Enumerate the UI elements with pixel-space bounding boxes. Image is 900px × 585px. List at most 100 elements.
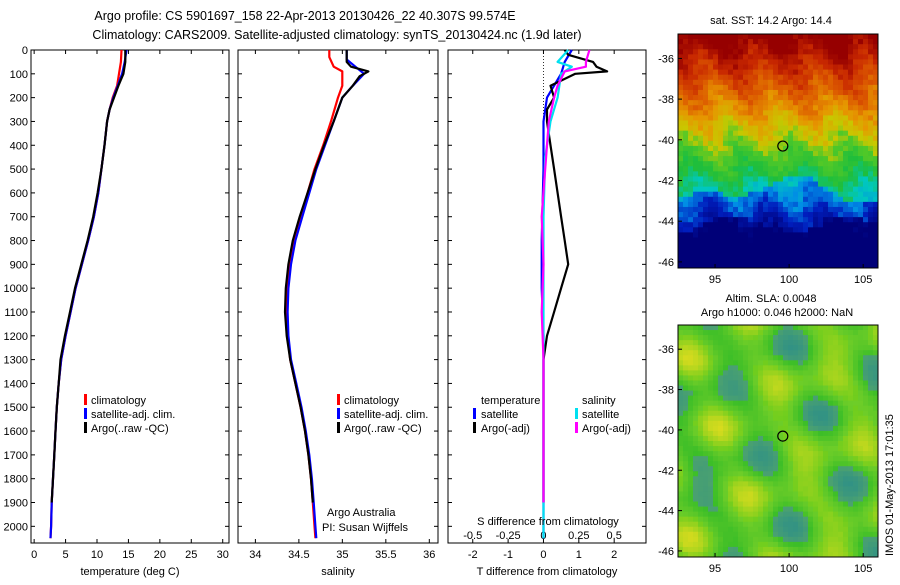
map-cell <box>728 196 734 203</box>
map-cell <box>838 546 844 553</box>
map-cell <box>843 551 849 558</box>
map-cell <box>813 89 819 96</box>
map-cell <box>808 145 814 152</box>
map-cell <box>853 476 859 482</box>
map-cell <box>718 430 724 437</box>
map-cell <box>708 69 714 76</box>
map-cell <box>728 430 734 437</box>
map-cell <box>803 59 809 65</box>
map-cell <box>863 501 869 507</box>
map-cell <box>718 325 724 331</box>
map-cell <box>763 49 769 55</box>
map-cell <box>683 476 689 482</box>
map-cell <box>748 425 754 432</box>
map-cell <box>788 39 794 45</box>
map-cell <box>848 516 854 523</box>
map-cell <box>863 491 869 497</box>
map-cell <box>743 370 749 376</box>
map-cell <box>808 425 814 432</box>
map-cell <box>733 471 739 477</box>
map-cell <box>818 481 824 487</box>
map-cell <box>848 151 854 157</box>
map-cell <box>713 330 719 336</box>
map-cell <box>678 262 684 269</box>
map-cell <box>718 39 724 45</box>
map-cell <box>678 405 684 412</box>
map-cell <box>823 186 829 193</box>
map-cell <box>683 186 689 193</box>
map-cell <box>768 410 774 417</box>
map-cell <box>873 181 879 188</box>
map-cell <box>698 110 704 116</box>
map-cell <box>873 390 879 397</box>
map-cell <box>823 501 829 507</box>
map-cell <box>843 156 849 162</box>
map-cell <box>798 145 804 152</box>
map-cell <box>688 400 694 407</box>
map-cell <box>758 415 764 422</box>
map-cell <box>748 410 754 417</box>
map-cell <box>743 49 749 55</box>
map-cell <box>858 156 864 162</box>
map-cell <box>713 506 719 513</box>
map-cell <box>773 345 779 351</box>
map-cell <box>783 330 789 336</box>
map-cell <box>773 130 779 137</box>
map-cell <box>758 135 764 142</box>
map-cell <box>773 186 779 193</box>
map-cell <box>698 435 704 442</box>
map-cell <box>698 135 704 142</box>
map-cell <box>723 252 729 259</box>
map-cell <box>753 257 759 264</box>
map-cell <box>813 511 819 518</box>
map-cell <box>843 74 849 81</box>
map-cell <box>703 335 709 341</box>
map-cell <box>773 380 779 386</box>
map-cell <box>798 34 804 40</box>
map-cell <box>728 390 734 397</box>
map-cell <box>838 95 844 101</box>
map-cell <box>758 526 764 533</box>
map-cell <box>868 546 874 553</box>
map-cell <box>713 511 719 518</box>
map-cell <box>858 441 864 447</box>
map-cell <box>698 335 704 341</box>
map-cell <box>838 370 844 376</box>
map-cell <box>753 151 759 157</box>
map-cell <box>693 325 699 331</box>
map-cell <box>843 375 849 381</box>
map-cell <box>738 145 744 152</box>
map-cell <box>853 345 859 351</box>
map-cell <box>808 135 814 142</box>
map-cell <box>793 176 799 182</box>
map-cell <box>698 242 704 249</box>
map-cell <box>788 59 794 65</box>
map-cell <box>718 435 724 442</box>
map-cell <box>863 252 869 259</box>
map-cell <box>798 521 804 528</box>
map-cell <box>873 415 879 422</box>
map-cell <box>678 461 684 467</box>
map-cell <box>693 69 699 76</box>
map-cell <box>873 110 879 116</box>
map-cell <box>853 217 859 223</box>
map-cell <box>788 461 794 467</box>
map-cell <box>753 156 759 162</box>
map-cell <box>698 89 704 96</box>
map-cell <box>838 481 844 487</box>
map-cell <box>798 151 804 157</box>
map-cell <box>873 196 879 203</box>
map-cell <box>718 206 724 213</box>
map-cell <box>678 74 684 81</box>
map-cell <box>708 430 714 437</box>
map-cell <box>768 526 774 533</box>
map-cell <box>698 181 704 188</box>
map-cell <box>748 501 754 507</box>
map-cell <box>723 451 729 457</box>
map-cell <box>863 206 869 213</box>
map-cell <box>698 456 704 462</box>
map-cell <box>793 385 799 391</box>
map-cell <box>873 201 879 208</box>
map-cell <box>733 84 739 91</box>
map-cell <box>773 395 779 402</box>
